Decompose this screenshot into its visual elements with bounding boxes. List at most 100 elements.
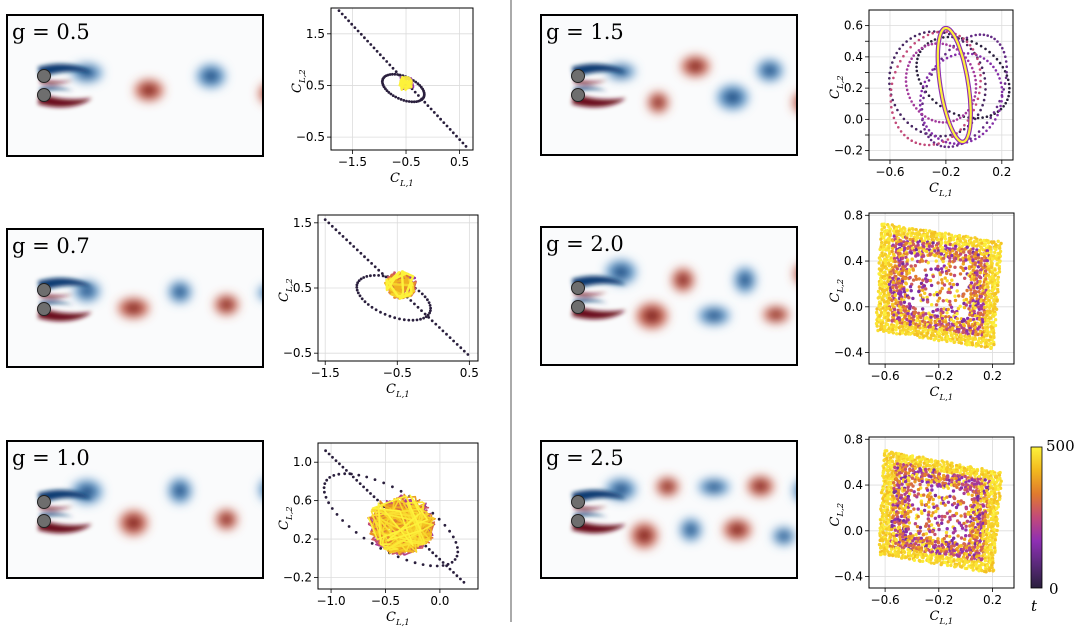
trajectory-point <box>878 327 883 332</box>
trajectory-point <box>926 480 931 484</box>
trajectory-point <box>435 564 439 568</box>
trajectory-point <box>948 517 952 522</box>
x-tick-label: −0.2 <box>931 165 960 179</box>
trajectory-point <box>899 493 904 498</box>
trajectory-point <box>935 293 940 297</box>
trajectory-point <box>958 465 962 469</box>
trajectory-point <box>963 123 966 127</box>
trajectory-point <box>906 476 910 480</box>
trajectory-point <box>911 534 915 538</box>
trajectory-point <box>932 30 936 33</box>
trajectory-point <box>892 462 897 467</box>
trajectory-point <box>886 301 891 305</box>
x-tick-label: −0.5 <box>383 366 412 380</box>
trajectory-point <box>949 285 954 289</box>
trajectory-point <box>917 531 921 535</box>
trajectory-point <box>971 568 975 572</box>
trajectory-point <box>913 264 917 268</box>
trajectory-point <box>914 326 918 330</box>
trajectory-point <box>952 501 957 506</box>
trajectory-point <box>910 476 915 480</box>
trajectory-point <box>915 69 919 73</box>
trajectory-point <box>898 544 903 548</box>
trajectory-point <box>923 45 927 48</box>
trajectory-point <box>372 495 376 499</box>
trajectory-point <box>900 482 904 486</box>
trajectory-point <box>891 285 895 290</box>
trajectory-point <box>910 257 914 261</box>
trajectory-point <box>956 499 960 504</box>
trajectory-point <box>993 550 997 554</box>
trajectory-point <box>946 486 950 490</box>
trajectory-point <box>985 499 989 504</box>
trajectory-point <box>917 311 921 315</box>
cylinder-1 <box>37 283 51 297</box>
trajectory-point <box>896 65 899 68</box>
trajectory-point <box>946 500 951 504</box>
trajectory-point <box>975 530 980 534</box>
trajectory-point <box>964 528 968 532</box>
trajectory-point <box>903 314 908 318</box>
trajectory-point <box>981 521 985 526</box>
trajectory-point <box>935 233 939 238</box>
trajectory-point <box>960 475 964 480</box>
trajectory-point <box>903 309 908 313</box>
trajectory-point <box>978 85 982 89</box>
phase-portrait: −1.0 −0.5 0.0−0.20.20.61.0CL,1CL,2 <box>277 442 479 628</box>
colorbar: 500 0 t <box>1030 437 1075 615</box>
trajectory-point <box>951 282 956 287</box>
trajectory-point <box>918 559 922 563</box>
trajectory-point <box>944 140 948 144</box>
trajectory-point <box>379 547 383 550</box>
trajectory-point <box>892 510 896 515</box>
flow-frame <box>540 440 798 579</box>
trajectory-point <box>951 243 955 247</box>
trajectory-point <box>983 559 988 563</box>
trajectory-point <box>920 511 924 515</box>
trajectory-point <box>978 68 982 71</box>
trajectory-point <box>933 134 937 138</box>
trajectory-point <box>975 294 979 298</box>
trajectory-point <box>968 524 972 528</box>
trajectory-point <box>917 277 921 281</box>
trajectory-point <box>1000 95 1004 98</box>
trajectory-point <box>969 557 974 561</box>
trajectory-point <box>875 310 879 315</box>
trajectory-point <box>952 319 956 324</box>
trajectory-point <box>924 503 929 507</box>
trajectory-point <box>918 260 922 264</box>
trajectory-point <box>993 546 997 550</box>
trajectory-point <box>897 452 901 456</box>
trajectory-point <box>888 275 892 280</box>
trajectory-point <box>985 249 990 253</box>
trajectory-point <box>387 91 391 94</box>
trajectory-point <box>958 252 963 256</box>
trajectory-point <box>945 327 949 332</box>
trajectory-point <box>882 289 887 293</box>
trajectory-point <box>908 322 912 327</box>
trajectory-point <box>906 121 909 124</box>
vortex-core-positive <box>220 514 233 525</box>
colorbar-min: 0 <box>1049 580 1059 598</box>
trajectory-point <box>945 311 949 315</box>
trajectory-point <box>899 239 903 243</box>
trajectory-point <box>455 134 458 138</box>
trajectory-point <box>345 469 348 472</box>
trajectory-point <box>948 328 952 332</box>
trajectory-point <box>918 525 923 530</box>
trajectory-point <box>954 322 958 326</box>
trajectory-point <box>940 286 944 291</box>
trajectory-point <box>356 281 360 284</box>
trajectory-point <box>932 141 936 144</box>
trajectory-point <box>455 574 459 578</box>
trajectory-point <box>360 297 364 301</box>
trajectory-point <box>924 553 928 558</box>
trajectory-point <box>943 503 947 507</box>
trajectory-point <box>950 278 954 282</box>
trajectory-point <box>878 304 882 308</box>
trajectory-point <box>948 290 952 295</box>
trajectory-point <box>948 251 952 255</box>
trajectory-point <box>994 480 999 484</box>
trajectory-point <box>921 278 925 282</box>
shear-layer-upper <box>572 275 626 290</box>
